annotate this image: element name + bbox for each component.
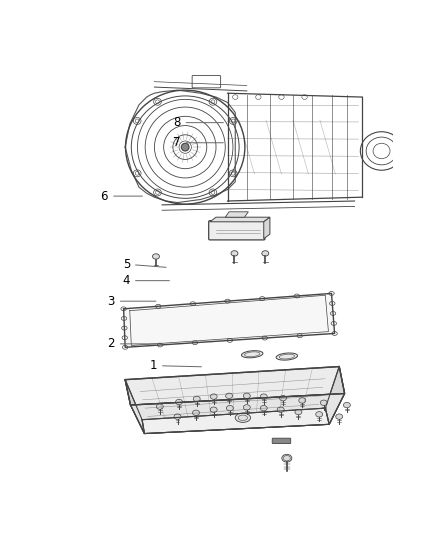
Polygon shape <box>325 367 345 424</box>
Polygon shape <box>125 367 345 405</box>
Text: 2: 2 <box>107 337 156 350</box>
Ellipse shape <box>282 454 292 462</box>
Ellipse shape <box>343 402 350 408</box>
Polygon shape <box>124 294 335 348</box>
Polygon shape <box>264 217 270 239</box>
Ellipse shape <box>241 351 263 358</box>
Text: 5: 5 <box>123 258 166 271</box>
Ellipse shape <box>260 394 267 399</box>
Ellipse shape <box>181 143 189 151</box>
Text: 1: 1 <box>149 359 201 372</box>
Ellipse shape <box>262 251 269 256</box>
Ellipse shape <box>152 254 159 259</box>
Text: 3: 3 <box>107 295 156 308</box>
Ellipse shape <box>210 394 217 399</box>
Ellipse shape <box>226 406 233 411</box>
Ellipse shape <box>277 407 284 413</box>
Ellipse shape <box>244 393 250 399</box>
Ellipse shape <box>226 393 233 399</box>
Ellipse shape <box>299 398 306 403</box>
Ellipse shape <box>336 414 343 419</box>
Text: 7: 7 <box>173 136 223 149</box>
Ellipse shape <box>174 414 181 419</box>
Ellipse shape <box>193 396 200 401</box>
FancyBboxPatch shape <box>272 438 291 443</box>
Polygon shape <box>131 393 345 433</box>
Ellipse shape <box>176 399 183 405</box>
Ellipse shape <box>244 405 250 410</box>
Ellipse shape <box>276 353 297 360</box>
Polygon shape <box>210 217 270 222</box>
Ellipse shape <box>316 411 323 417</box>
Ellipse shape <box>295 409 302 415</box>
Ellipse shape <box>235 413 251 422</box>
Ellipse shape <box>156 404 163 409</box>
Ellipse shape <box>193 410 199 415</box>
Ellipse shape <box>279 395 286 401</box>
Ellipse shape <box>260 406 267 411</box>
Polygon shape <box>225 212 248 217</box>
Ellipse shape <box>210 407 217 413</box>
Polygon shape <box>125 379 145 433</box>
Text: 4: 4 <box>123 274 170 287</box>
Ellipse shape <box>231 251 238 256</box>
Polygon shape <box>142 408 329 433</box>
Ellipse shape <box>320 400 327 406</box>
FancyBboxPatch shape <box>208 221 265 240</box>
Text: 8: 8 <box>173 116 223 129</box>
Text: 6: 6 <box>101 190 142 203</box>
